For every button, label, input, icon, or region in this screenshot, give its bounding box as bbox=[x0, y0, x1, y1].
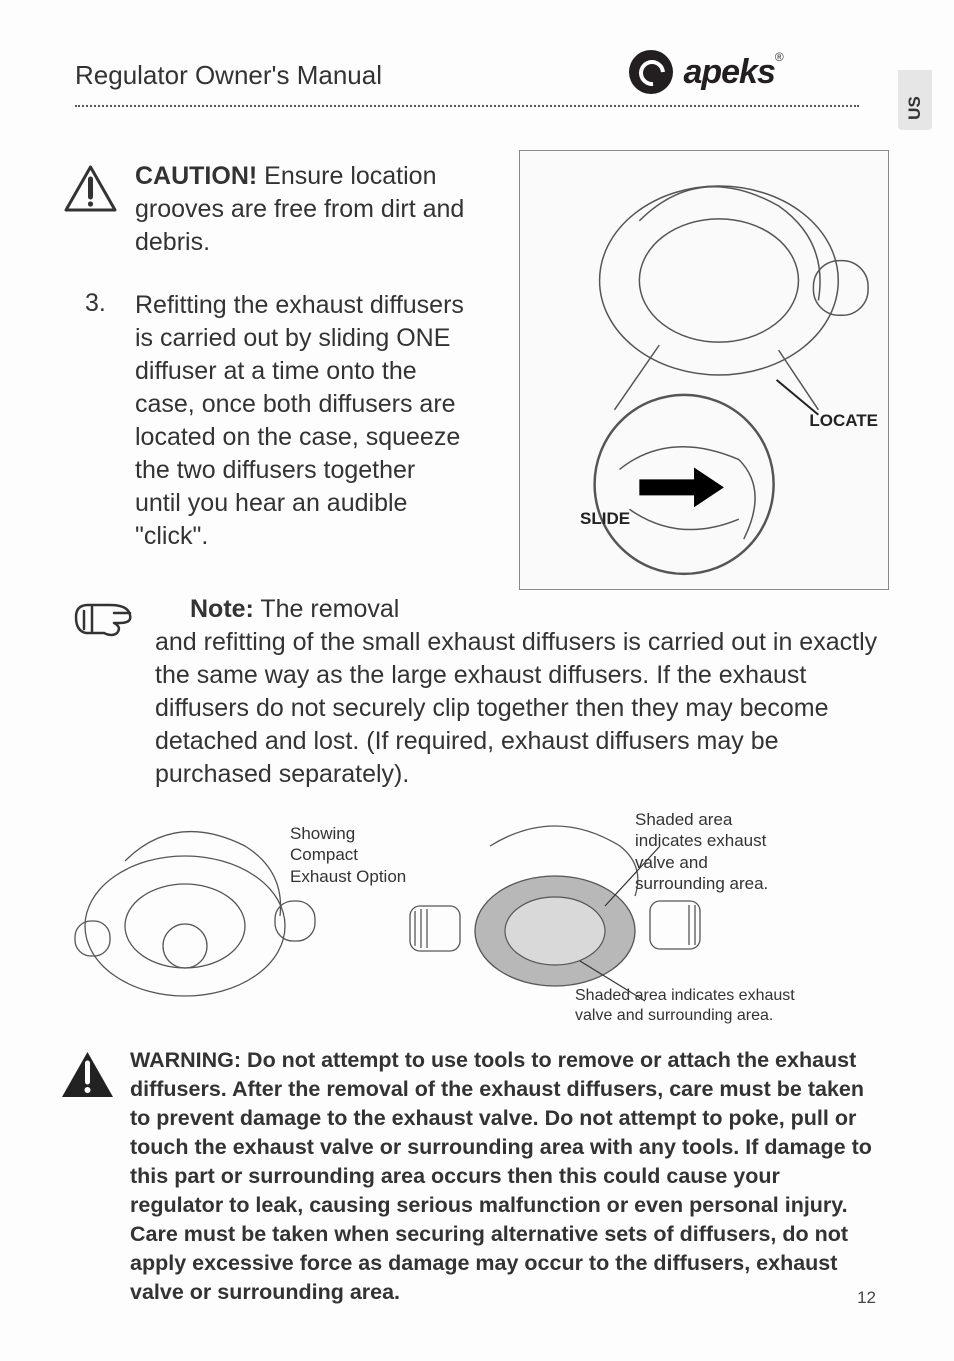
language-tab-label: US bbox=[905, 96, 925, 120]
document-page: US Regulator Owner's Manual apeks® bbox=[0, 0, 954, 1361]
figure-compact-exhaust bbox=[65, 801, 325, 1011]
note-label: Note: bbox=[190, 595, 254, 623]
caution-text: CAUTION! Ensure location grooves are fre… bbox=[135, 160, 495, 259]
note-rest: and refitting of the small exhaust diffu… bbox=[155, 628, 877, 788]
warning-block: WARNING: Do not attempt to use tools to … bbox=[75, 1046, 879, 1307]
figure-caption-shaded-top: Shaded area indicates exhaust valve and … bbox=[635, 809, 795, 894]
warning-text: WARNING: Do not attempt to use tools to … bbox=[130, 1046, 879, 1307]
page-content: SLIDE LOCATE CAUTION! Ensure location gr… bbox=[75, 160, 879, 1307]
page-number: 12 bbox=[857, 1288, 876, 1308]
figure-caption-shaded-bottom: Shaded area indicates exhaust valve and … bbox=[575, 986, 825, 1026]
language-tab: US bbox=[898, 70, 932, 130]
warning-icon bbox=[60, 1050, 115, 1100]
note-hand-icon bbox=[70, 593, 135, 638]
step-number: 3. bbox=[85, 289, 106, 318]
caution-block: CAUTION! Ensure location grooves are fre… bbox=[75, 160, 879, 259]
brand-logo-text: apeks bbox=[683, 53, 774, 92]
note-text: Note: The removal and refitting of the s… bbox=[155, 593, 879, 791]
brand-logo-icon bbox=[629, 50, 673, 94]
brand-logo: apeks® bbox=[629, 50, 849, 95]
caution-label: CAUTION! bbox=[135, 162, 257, 190]
caution-icon bbox=[63, 164, 118, 214]
note-first-line: The removal bbox=[254, 595, 399, 623]
step-3-block: 3. Refitting the exhaust diffusers is ca… bbox=[75, 289, 879, 553]
step-text: Refitting the exhaust diffusers is carri… bbox=[135, 289, 465, 553]
secondary-figures-row: Showing Compact Exhaust Option bbox=[75, 801, 879, 1031]
brand-logo-registered: ® bbox=[775, 50, 784, 64]
note-block: Note: The removal and refitting of the s… bbox=[75, 593, 879, 791]
header-divider bbox=[75, 105, 859, 107]
page-header: Regulator Owner's Manual apeks® bbox=[75, 60, 879, 120]
